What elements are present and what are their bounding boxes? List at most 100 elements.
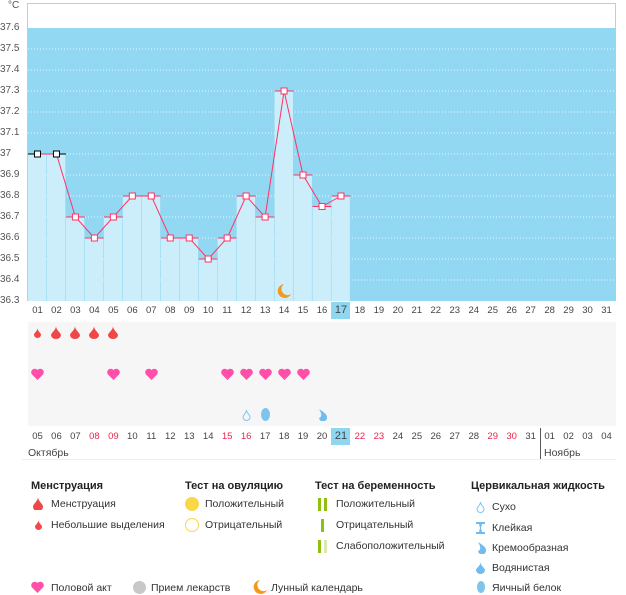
blood-drop-icon[interactable] [108,326,119,339]
cycle-day-label[interactable]: 16 [316,305,328,316]
cycle-day-label[interactable]: 26 [506,305,517,316]
cycle-day-label[interactable]: 10 [202,305,214,316]
heart-icon[interactable] [277,368,291,380]
spotting-drop-icon[interactable] [33,327,41,338]
cycle-day-label[interactable]: 17 [331,302,351,319]
cycle-day-label[interactable]: 02 [51,305,62,316]
temperature-point [147,192,155,200]
pill-icon [133,581,146,594]
heart-icon[interactable] [258,368,272,380]
heart-icon[interactable] [296,368,310,380]
weak-lines-icon [318,540,327,553]
heart-icon[interactable] [107,368,120,380]
date-label[interactable]: 28 [468,431,480,442]
blood-drop-icon[interactable] [70,326,81,339]
creamy-drop-icon[interactable] [317,408,327,421]
cycle-day-label[interactable]: 28 [544,305,555,316]
cycle-day-label[interactable]: 25 [487,305,498,316]
date-label[interactable]: 05 [32,431,43,442]
heart-icon[interactable] [144,368,158,380]
legend-menstruation-label: Менструация [51,498,116,510]
legend-ovulation-title: Тест на овуляцию [185,480,284,492]
heart-icon[interactable] [220,368,234,380]
temperature-bar [274,91,293,301]
cycle-day-label[interactable]: 03 [70,305,81,316]
cycle-day-label[interactable]: 12 [240,305,252,316]
date-label[interactable]: 09 [108,431,119,442]
cycle-day-label[interactable]: 06 [127,305,138,316]
temperature-bar [255,217,274,301]
date-label[interactable]: 01 [544,431,555,442]
date-label[interactable]: 10 [127,431,138,442]
date-label[interactable]: 18 [278,431,290,442]
date-label[interactable]: 17 [259,431,271,442]
egg-drop-icon [477,581,485,593]
cycle-day-label[interactable]: 23 [449,305,461,316]
date-label[interactable]: 22 [354,431,366,442]
cycle-day-label[interactable]: 05 [108,305,119,316]
temperature-bar [312,206,331,301]
cycle-day-label[interactable]: 08 [164,305,176,316]
cycle-day-label[interactable]: 21 [411,305,423,316]
date-label[interactable]: 30 [506,431,517,442]
date-label[interactable]: 29 [487,431,498,442]
bottom-rule [22,459,616,460]
heart-icon[interactable] [239,368,253,380]
cycle-day-label[interactable]: 14 [278,305,290,316]
date-label[interactable]: 14 [202,431,214,442]
heart-icon[interactable] [31,368,44,380]
date-label[interactable]: 27 [449,431,461,442]
date-label[interactable]: 21 [331,428,351,445]
cycle-day-label[interactable]: 30 [582,305,593,316]
temperature-bar [141,196,161,301]
symptom-grid[interactable] [28,322,616,426]
date-label[interactable]: 07 [70,431,81,442]
date-label[interactable]: 25 [411,431,423,442]
date-label[interactable]: 24 [392,431,404,442]
date-label[interactable]: 31 [525,431,536,442]
heart-icon [31,581,44,593]
date-label[interactable]: 20 [316,431,328,442]
date-label[interactable]: 26 [430,431,442,442]
date-label[interactable]: 02 [563,431,574,442]
cycle-day-label[interactable]: 27 [525,305,536,316]
y-tick-label: 37.2 [0,106,20,117]
month-divider [540,428,541,460]
temperature-point [185,234,193,242]
date-label[interactable]: 19 [297,431,309,442]
cycle-day-label[interactable]: 01 [32,305,43,316]
date-label[interactable]: 06 [51,431,62,442]
unit-label: °C [8,0,20,11]
date-label[interactable]: 04 [601,431,612,442]
cycle-day-label[interactable]: 07 [146,305,157,316]
date-label[interactable]: 23 [373,431,385,442]
egg-drop-icon[interactable] [260,408,270,421]
cycle-day-label[interactable]: 24 [468,305,480,316]
cycle-day-label[interactable]: 20 [392,305,404,316]
date-label[interactable]: 12 [164,431,176,442]
date-label[interactable]: 08 [89,431,100,442]
cycle-day-label[interactable]: 19 [373,305,385,316]
cycle-day-label[interactable]: 11 [222,305,233,316]
date-label[interactable]: 11 [146,431,157,442]
blood-drop-icon[interactable] [51,326,62,339]
cycle-day-label[interactable]: 18 [354,305,366,316]
cycle-day-label[interactable]: 31 [601,305,612,316]
cycle-day-label[interactable]: 15 [297,305,309,316]
cycle-day-label[interactable]: 22 [430,305,442,316]
legend-sticky-label: Клейкая [492,522,533,534]
cycle-day-label[interactable]: 29 [563,305,574,316]
blood-drop-icon[interactable] [89,326,100,339]
cycle-day-label[interactable]: 04 [89,305,100,316]
y-tick-label: 37.6 [0,22,20,33]
y-tick-label: 36.3 [0,295,20,306]
date-label[interactable]: 03 [582,431,593,442]
date-label[interactable]: 13 [183,431,195,442]
empty-drop-icon [476,501,485,513]
cycle-day-label[interactable]: 09 [183,305,195,316]
date-label[interactable]: 16 [240,431,252,442]
empty-drop-icon[interactable] [242,409,251,421]
cycle-day-label[interactable]: 13 [259,305,271,316]
temperature-bar [65,217,85,301]
date-label[interactable]: 15 [221,431,233,442]
